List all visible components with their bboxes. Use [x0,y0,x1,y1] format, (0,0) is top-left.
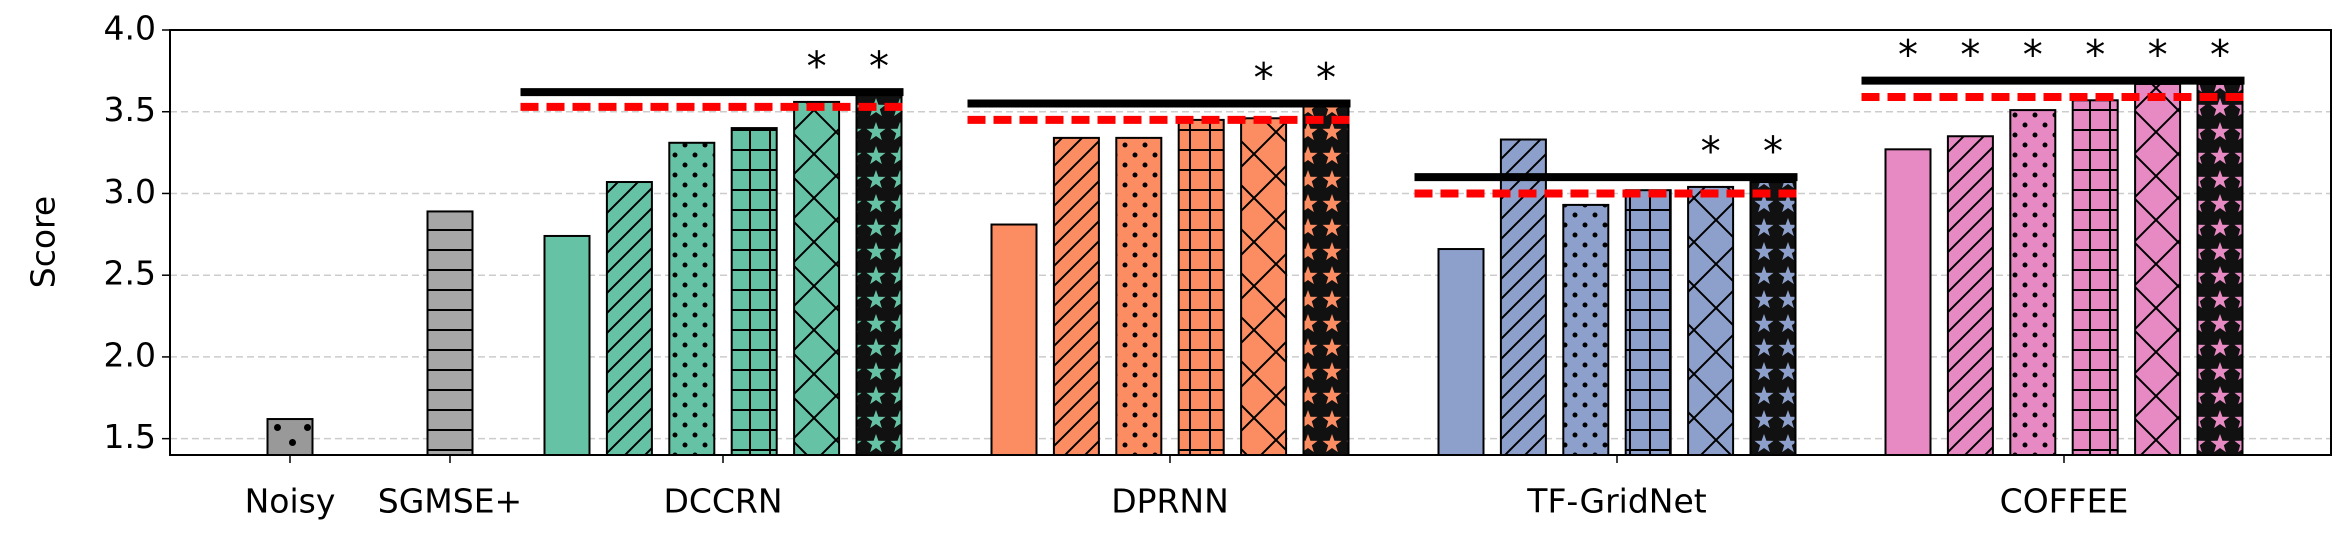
bar [2009,109,2057,456]
bar [1687,185,1735,457]
y-tick-label: 1.5 [104,417,156,456]
bar [1240,117,1288,457]
y-tick-label: 2.5 [104,254,156,293]
y-tick-label: 3.5 [104,90,156,129]
bar [1437,248,1485,456]
significance-star: * [1316,56,1336,102]
significance-star: * [2085,33,2105,79]
bar [1946,135,1994,456]
bar [1302,104,1350,456]
bar [990,223,1038,456]
significance-star: * [1254,56,1274,102]
x-tick-label: COFFEE [2000,482,2129,521]
plot-frame [169,29,2332,456]
bar [266,418,314,456]
x-tick-label: Noisy [245,482,336,521]
y-tick-label: 3.0 [104,172,156,211]
bar [855,92,903,456]
bar [426,210,474,456]
bar [1624,189,1672,456]
bar [1562,203,1610,456]
significance-star: * [1960,33,1980,79]
bar [605,181,653,456]
significance-star: * [807,44,827,90]
significance-star: * [2210,33,2230,79]
bar [793,100,841,457]
x-tick-label: DPRNN [1111,482,1229,521]
x-tick-label: SGMSE+ [378,482,522,521]
bar [1499,138,1547,456]
bar [543,234,591,456]
bar [1177,118,1225,457]
significance-star: * [1898,33,1918,79]
bar [1884,148,1932,456]
bar [1052,136,1100,456]
x-tick-label: TF-GridNet [1526,482,1706,521]
significance-star: * [1701,129,1721,175]
bar [668,141,716,457]
x-tick-label: DCCRN [663,482,782,521]
significance-star: * [869,44,889,90]
significance-star: * [1763,129,1783,175]
y-tick-label: 2.0 [104,335,156,374]
bar [1749,181,1797,456]
y-tick-label: 4.0 [104,9,156,48]
bar [2071,99,2119,457]
significance-star: * [2023,33,2043,79]
y-axis-label: Score [24,196,63,288]
bar [2196,82,2244,456]
bar [730,127,778,456]
bar [2134,82,2182,456]
significance-star: * [2148,33,2168,79]
bar [1115,136,1163,456]
